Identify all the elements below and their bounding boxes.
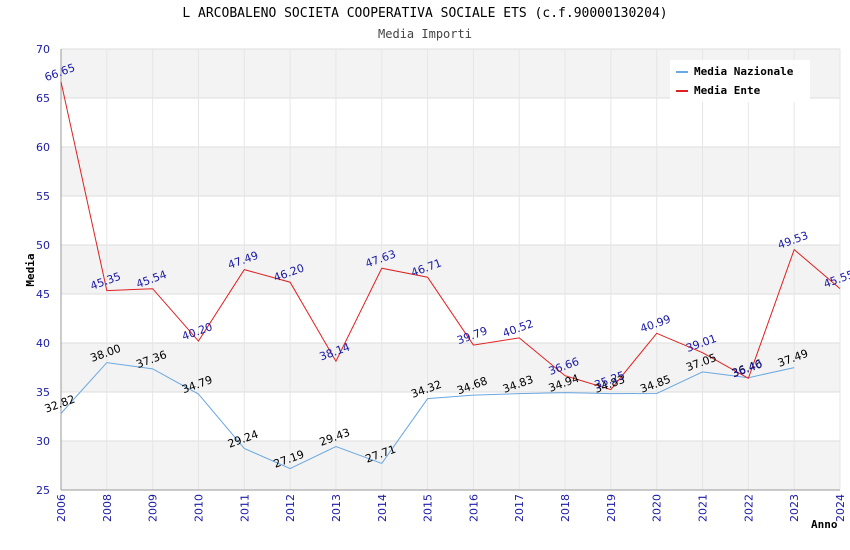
legend-background [670, 60, 810, 102]
x-tick-label: 2006 [55, 494, 68, 522]
y-tick-label: 70 [36, 43, 50, 56]
legend-entry-media-nazionale: Media Nazionale [694, 65, 794, 78]
x-tick-label: 2017 [513, 494, 526, 522]
y-tick-label: 40 [36, 337, 50, 350]
x-tick-label: 2024 [834, 494, 847, 522]
y-tick-labels: 25 30 35 40 45 50 55 60 65 70 [36, 43, 50, 497]
gridlines [60, 48, 841, 491]
x-tick-label: 2016 [467, 494, 480, 522]
axes [60, 49, 840, 491]
legend-entry-media-ente: Media Ente [694, 84, 761, 97]
x-tick-label: 2021 [697, 494, 710, 522]
chart-subtitle: Media Importi [378, 27, 472, 41]
legend: Media Nazionale Media Ente [670, 60, 810, 102]
x-tick-label: 2018 [559, 494, 572, 522]
y-tick-label: 25 [36, 484, 50, 497]
x-tick-label: 2022 [742, 494, 755, 522]
x-axis-label: Anno [811, 518, 838, 531]
y-tick-label: 65 [36, 92, 50, 105]
y-tick-label: 60 [36, 141, 50, 154]
plot-band [61, 441, 840, 490]
x-tick-label: 2009 [147, 494, 160, 522]
plot-band [61, 245, 840, 294]
x-tick-label: 2023 [788, 494, 801, 522]
plot-band [61, 343, 840, 392]
plot-band [61, 147, 840, 196]
y-tick-label: 35 [36, 386, 50, 399]
x-tick-label: 2019 [605, 494, 618, 522]
x-tick-label: 2011 [238, 494, 251, 522]
chart-title: L ARCOBALENO SOCIETA COOPERATIVA SOCIALE… [182, 6, 668, 21]
x-tick-label: 2020 [651, 494, 664, 522]
x-tick-label: 2013 [330, 494, 343, 522]
x-tick-label: 2015 [422, 494, 435, 522]
x-tick-label: 2010 [192, 494, 205, 522]
y-axis-label: Media [24, 253, 37, 286]
x-tick-label: 2014 [376, 494, 389, 522]
data-label-media-ente: 40.99 [638, 313, 672, 336]
y-tick-label: 50 [36, 239, 50, 252]
series-line-media-ente [60, 81, 841, 391]
x-tick-label: 2008 [101, 494, 114, 522]
y-tick-label: 55 [36, 190, 50, 203]
data-label-media-ente: 40.52 [501, 317, 535, 340]
plot-bands [61, 49, 840, 490]
x-tick-label: 2012 [284, 494, 297, 522]
series-layer [60, 81, 841, 470]
x-tick-labels: 2006 2008 2009 2010 2011 2012 2013 2014 2015 2016… [55, 494, 847, 522]
series-line-media-nazionale [60, 362, 795, 470]
y-tick-label: 30 [36, 435, 50, 448]
y-tick-label: 45 [36, 288, 50, 301]
